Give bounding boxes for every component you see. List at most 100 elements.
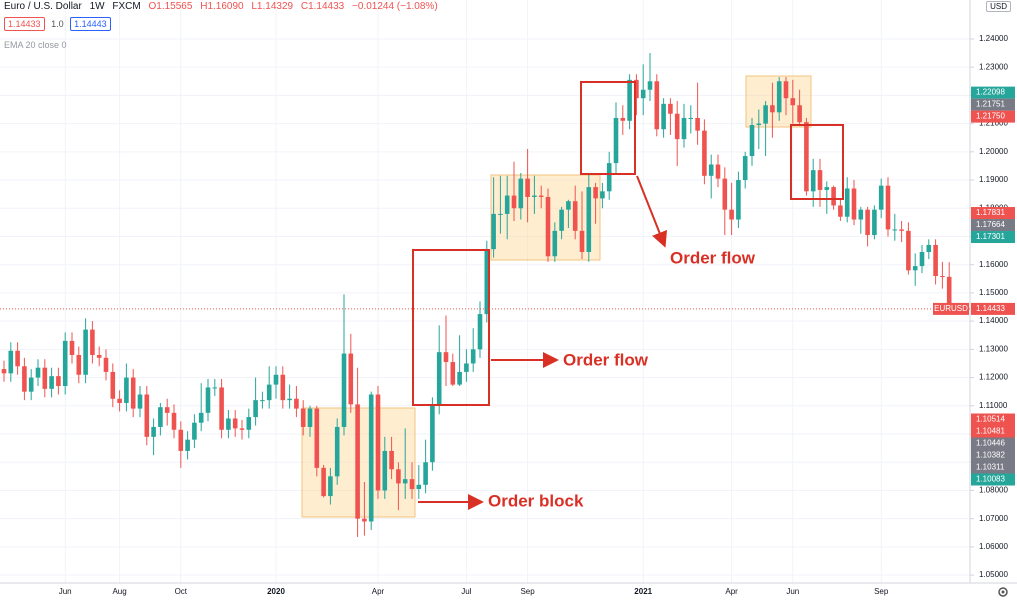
y-tick-label: 1.20000 bbox=[979, 147, 1008, 156]
price-tag bbox=[971, 449, 1015, 462]
candle-body bbox=[334, 426, 340, 477]
candle-body bbox=[919, 251, 925, 267]
candle-body bbox=[661, 103, 666, 130]
candle-body bbox=[328, 476, 333, 497]
candle-body bbox=[702, 130, 707, 176]
candle-body bbox=[858, 209, 864, 220]
candle-body bbox=[42, 367, 48, 389]
x-tick-label: Jun bbox=[59, 587, 72, 596]
y-tick-label: 1.07000 bbox=[979, 514, 1008, 523]
candle-body bbox=[300, 408, 306, 427]
candle-body bbox=[749, 125, 755, 157]
candle-body bbox=[545, 196, 551, 257]
candle-body bbox=[457, 371, 462, 385]
candle-body bbox=[606, 163, 612, 192]
candle-body bbox=[205, 387, 211, 413]
candle-body bbox=[804, 122, 809, 192]
y-tick-label: 1.24000 bbox=[979, 34, 1008, 43]
candle-body bbox=[627, 79, 632, 121]
buy-button[interactable]: 1.14443 bbox=[70, 17, 111, 31]
candle-body bbox=[110, 371, 116, 399]
candle-body bbox=[69, 340, 75, 355]
candle-body bbox=[382, 450, 388, 491]
candle-body bbox=[389, 450, 394, 470]
candle-body bbox=[341, 353, 347, 427]
x-tick-label: Oct bbox=[175, 587, 188, 596]
candle-body bbox=[865, 209, 870, 236]
y-tick-label: 1.11000 bbox=[979, 401, 1008, 410]
candle-body bbox=[906, 230, 911, 271]
candle-body bbox=[15, 350, 20, 367]
candle-body bbox=[260, 400, 265, 402]
price-tag bbox=[971, 461, 1015, 474]
candle-body bbox=[28, 377, 34, 392]
candle-body bbox=[688, 117, 694, 119]
price-tag-label: 1.10446 bbox=[976, 439, 1005, 448]
candle-body bbox=[817, 170, 823, 190]
candle-body bbox=[144, 394, 150, 437]
candle-body bbox=[912, 266, 918, 271]
candle-body bbox=[314, 408, 320, 468]
candle-body bbox=[742, 156, 748, 181]
candle-body bbox=[130, 377, 136, 409]
trade-row: 1.14433 1.0 1.14443 bbox=[4, 17, 115, 31]
price-tag-label: 1.22098 bbox=[976, 88, 1005, 97]
candle-body bbox=[158, 407, 163, 427]
axis: 1.050001.060001.070001.080001.090001.100… bbox=[0, 34, 1015, 596]
candle-body bbox=[103, 357, 109, 372]
candle-body bbox=[613, 117, 619, 164]
candle-body bbox=[654, 81, 660, 130]
candle-body bbox=[593, 187, 598, 199]
legend-header: Euro / U.S. Dollar 1W FXCM O1.15565 H1.1… bbox=[4, 1, 443, 12]
candle-body bbox=[552, 230, 558, 257]
candle-body bbox=[246, 417, 252, 430]
price-tag-label: 1.17664 bbox=[976, 220, 1005, 229]
candle-body bbox=[375, 394, 381, 491]
candle-body bbox=[756, 123, 762, 126]
x-tick-label: 2021 bbox=[634, 587, 652, 596]
grid bbox=[0, 0, 970, 583]
x-tick-label: Aug bbox=[112, 587, 126, 596]
candle-body bbox=[151, 426, 156, 437]
indicator-legend[interactable]: EMA 20 close 0 bbox=[4, 40, 67, 50]
annotation-boxes bbox=[412, 81, 844, 406]
price-tag-label: 1.10382 bbox=[976, 451, 1005, 460]
price-tag-label: 1.21751 bbox=[976, 100, 1005, 109]
candle-body bbox=[56, 376, 61, 387]
candle-body bbox=[491, 213, 496, 250]
candle-body bbox=[647, 81, 653, 90]
settings-icon[interactable] bbox=[998, 587, 1008, 597]
price-tag bbox=[971, 219, 1015, 232]
annotation: Order flow bbox=[563, 350, 649, 369]
candle-body bbox=[525, 178, 530, 197]
candle-body bbox=[83, 329, 88, 375]
candle-body bbox=[185, 439, 190, 451]
candle-body bbox=[35, 367, 41, 378]
change: −0.01244 (−1.08%) bbox=[352, 1, 438, 12]
candle-body bbox=[239, 428, 245, 430]
candle-body bbox=[178, 429, 184, 451]
candle-body bbox=[164, 407, 170, 413]
candle-body bbox=[885, 185, 891, 230]
candle-body bbox=[579, 230, 585, 252]
candle-body bbox=[695, 117, 700, 131]
candle-body bbox=[674, 113, 680, 140]
arrow bbox=[636, 175, 668, 248]
candle-body bbox=[96, 354, 102, 358]
x-tick-label: Apr bbox=[372, 587, 385, 596]
symbol-tag bbox=[933, 302, 969, 315]
open: O1.15565 bbox=[148, 1, 193, 12]
candle-body bbox=[810, 170, 816, 192]
candle-body bbox=[8, 350, 14, 374]
currency-select[interactable]: USD bbox=[986, 1, 1011, 12]
sell-button[interactable]: 1.14433 bbox=[4, 17, 45, 31]
x-tick-label: Apr bbox=[725, 587, 738, 596]
candle-body bbox=[586, 187, 592, 252]
y-tick-label: 1.16000 bbox=[979, 260, 1008, 269]
candle-body bbox=[273, 374, 279, 385]
candle-body bbox=[831, 187, 836, 206]
candle-body bbox=[763, 105, 768, 124]
candle-body bbox=[926, 244, 932, 252]
candle-body bbox=[600, 191, 605, 199]
price-tag bbox=[971, 110, 1015, 123]
